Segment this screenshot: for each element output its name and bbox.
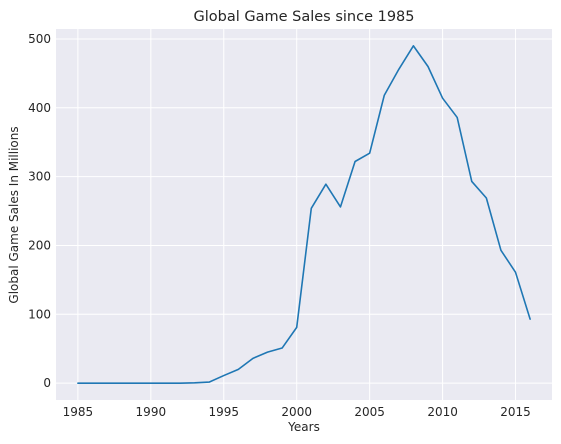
y-tick-label: 300	[28, 170, 51, 184]
chart-title: Global Game Sales since 1985	[193, 9, 414, 25]
x-axis-label: Years	[287, 420, 320, 434]
y-tick-label: 500	[28, 32, 51, 46]
y-axis-label: Global Game Sales In Millions	[7, 126, 21, 303]
series-line-0	[77, 45, 531, 384]
x-gridlines	[77, 29, 517, 400]
y-gridlines	[56, 38, 552, 384]
y-tick-label: 200	[28, 238, 51, 252]
y-tick-label: 0	[43, 376, 51, 390]
y-tick-labels: 0 100 200 300 400 500	[28, 32, 51, 390]
x-tick-label: 1985	[63, 405, 94, 419]
x-tick-label: 2015	[500, 405, 531, 419]
y-tick-label: 400	[28, 101, 51, 115]
x-tick-label: 2000	[281, 405, 312, 419]
y-tick-label: 100	[28, 307, 51, 321]
x-tick-label: 2010	[427, 405, 458, 419]
x-tick-labels: 1985 1990 1995 2000 2005 2010 2015	[63, 405, 531, 419]
x-tick-label: 1995	[208, 405, 239, 419]
series-lines	[77, 45, 531, 384]
plot-background	[56, 29, 552, 400]
x-tick-label: 2005	[354, 405, 385, 419]
x-tick-label: 1990	[136, 405, 167, 419]
